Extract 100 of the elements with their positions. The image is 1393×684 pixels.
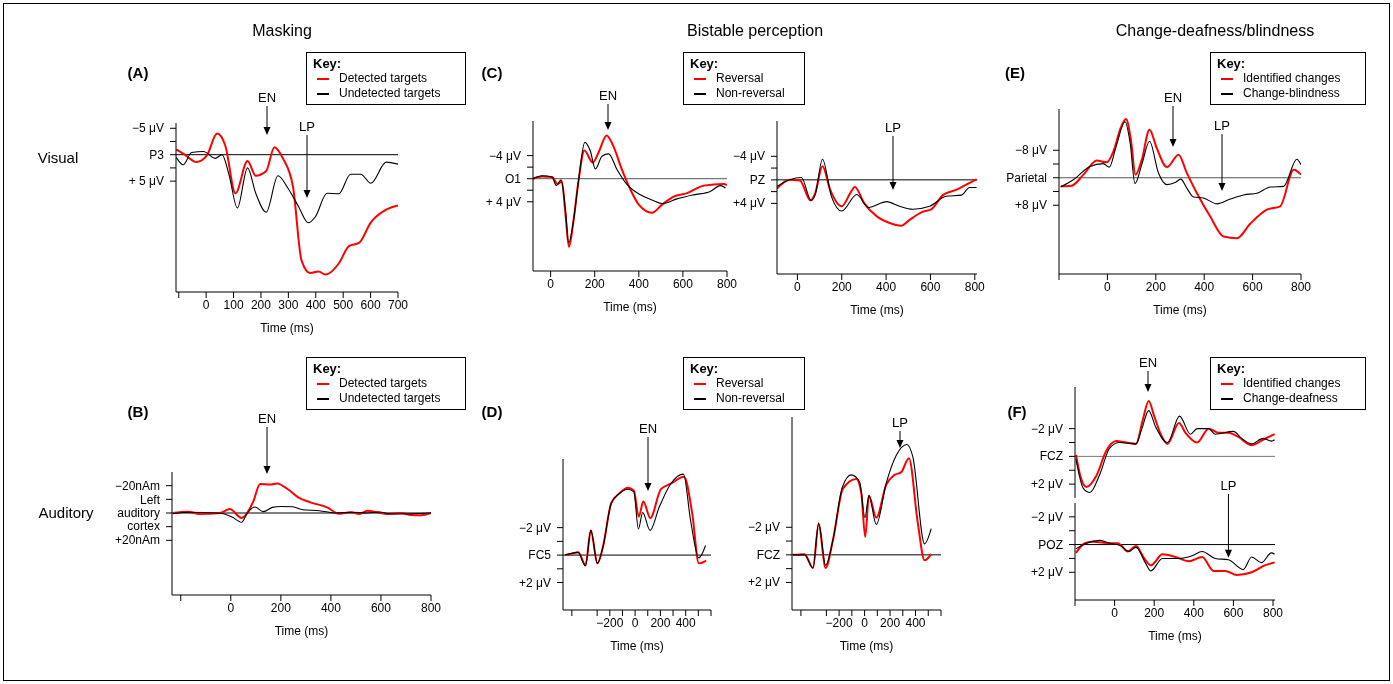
- text: EN: [638, 421, 658, 436]
- y-tick-label: FCZ: [756, 547, 780, 562]
- x-tick-label: 200: [831, 279, 853, 294]
- text: Visual: [37, 149, 79, 166]
- x-tick-label: 400: [320, 600, 342, 615]
- x-tick-label: 200: [584, 276, 606, 291]
- x-tick-label: 400: [876, 279, 897, 294]
- x-tick-label: 700: [387, 297, 409, 312]
- y-tick-label: P3: [149, 147, 165, 162]
- y-tick-label: POZ: [1038, 537, 1063, 552]
- legend-label: Identified changes: [1243, 376, 1341, 391]
- x-tick-label: 600: [370, 600, 392, 615]
- chart-title: Masking: [252, 22, 312, 39]
- x-tick-label: 500: [333, 297, 354, 312]
- y-tick-label: −20nAm: [114, 478, 160, 493]
- text: EN: [1163, 90, 1183, 105]
- x-tick-label: 600: [920, 279, 941, 294]
- x-tick-label: −200: [596, 615, 624, 630]
- x-axis-title: Time (ms): [1148, 629, 1202, 643]
- y-tick-label: +2 μV: [519, 575, 551, 590]
- x-axis-title: Time (ms): [603, 300, 657, 314]
- x-tick-label: 400: [305, 297, 327, 312]
- chart-subtitle: (A): [127, 64, 149, 81]
- text: EN: [598, 88, 618, 103]
- annotation: LP: [885, 120, 901, 135]
- y-tick-label: FCZ: [1039, 449, 1063, 464]
- y-tick-label: −4 μV: [733, 149, 765, 164]
- x-tick-label: 400: [905, 615, 926, 630]
- x-tick-label: 800: [964, 279, 986, 294]
- text: Auditory: [38, 504, 95, 521]
- y-tick-label: FC5: [528, 548, 552, 563]
- legend-label: Detected targets: [339, 71, 428, 86]
- legend-label: Identified changes: [1243, 71, 1341, 86]
- x-tick-label: 200: [1145, 279, 1167, 294]
- legend-label: Change-blindness: [1243, 86, 1340, 101]
- x-tick-label: 0: [1104, 279, 1112, 294]
- annotation: LP: [1214, 118, 1230, 133]
- y-tick-label: O1: [504, 171, 522, 186]
- y-tick-label: −2 μV: [748, 520, 780, 535]
- x-tick-label: 0: [631, 615, 639, 630]
- x-tick-label: 0: [861, 615, 869, 630]
- y-tick-label: +20nAm: [114, 533, 160, 548]
- x-tick-label: 0: [1111, 605, 1119, 620]
- x-tick-label: 400: [628, 276, 650, 291]
- chart-subtitle: (E): [1005, 64, 1025, 81]
- legend-title: Key:: [313, 56, 343, 71]
- legend-label: Non-reversal: [716, 86, 785, 101]
- x-tick-label: 200: [270, 600, 292, 615]
- x-tick-label: 200: [1144, 605, 1165, 620]
- chart-subtitle: (B): [127, 403, 149, 420]
- legend-label: Undetected targets: [339, 86, 441, 101]
- y-tick-label: +2 μV: [1031, 565, 1063, 580]
- x-tick-label: 400: [675, 615, 697, 630]
- y-tick-label: −8 μV: [1015, 143, 1047, 158]
- x-tick-label: 800: [420, 600, 442, 615]
- text: (F): [1007, 403, 1027, 420]
- x-tick-label: −200: [825, 615, 853, 630]
- y-tick-label: Parietal: [1006, 170, 1047, 185]
- x-axis-title: Time (ms): [1153, 303, 1207, 317]
- legend-title: Key:: [1217, 361, 1247, 376]
- y-tick-label: −4 μV: [489, 148, 521, 163]
- legend-title: Key:: [690, 361, 720, 376]
- legend-label: Reversal: [716, 71, 764, 86]
- x-tick-label: 200: [250, 297, 272, 312]
- x-tick-label: 400: [1183, 605, 1205, 620]
- annotation: LP: [299, 119, 315, 134]
- chart-title: Change-deafness/blindness: [1115, 22, 1315, 39]
- chart-title: Bistable perception: [686, 22, 824, 39]
- legend-title: Key:: [690, 56, 720, 71]
- legend-label: Reversal: [716, 376, 764, 391]
- legend-label: Undetected targets: [339, 391, 441, 406]
- x-tick-label: 100: [223, 297, 244, 312]
- x-tick-label: 400: [1194, 279, 1215, 294]
- y-tick-label: −5 μV: [132, 121, 164, 136]
- y-tick-label: Left auditory cortex: [117, 493, 161, 533]
- annotation: LP: [892, 415, 908, 430]
- x-tick-label: 600: [672, 276, 694, 291]
- y-tick-label: PZ: [749, 172, 765, 187]
- annotation: LP: [1220, 478, 1237, 493]
- x-axis-title: Time (ms): [260, 321, 314, 335]
- y-tick-label: +2 μV: [1031, 477, 1063, 492]
- x-axis-title: Time (ms): [839, 639, 894, 653]
- x-axis-title: Time (ms): [850, 303, 904, 317]
- x-tick-label: 300: [278, 297, 299, 312]
- y-tick-label: + 5 μV: [128, 174, 164, 189]
- y-tick-label: −2 μV: [1031, 421, 1063, 436]
- legend-label: Detected targets: [339, 376, 428, 391]
- x-tick-label: 600: [1242, 279, 1263, 294]
- y-tick-label: +2 μV: [748, 575, 780, 590]
- x-tick-label: 800: [1263, 605, 1284, 620]
- x-tick-label: 0: [227, 600, 235, 615]
- x-tick-label: 0: [794, 279, 802, 294]
- x-tick-label: 600: [360, 297, 381, 312]
- x-tick-label: 0: [202, 297, 210, 312]
- y-tick-label: +8 μV: [1015, 198, 1047, 213]
- legend-label: Change-deafness: [1243, 391, 1338, 406]
- x-tick-label: 800: [1290, 279, 1312, 294]
- y-tick-label: +4 μV: [733, 196, 765, 211]
- text: EN: [1138, 355, 1158, 370]
- x-axis-title: Time (ms): [274, 624, 329, 638]
